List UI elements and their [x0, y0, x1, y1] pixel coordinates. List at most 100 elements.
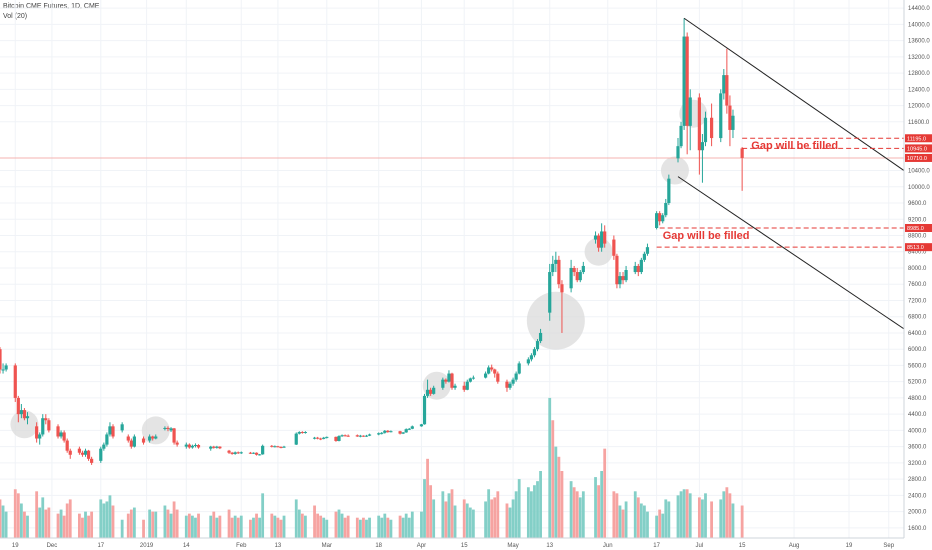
volume-bar [102, 503, 106, 538]
candle-body [444, 379, 448, 382]
chart-title: Bitcoin CME Futures, 1D, CME [3, 3, 100, 10]
volume-bar [120, 519, 124, 538]
candle-body [175, 442, 179, 445]
volume-bar [334, 511, 338, 538]
candle-body [297, 432, 301, 434]
volume-bar [740, 505, 744, 538]
candle-body [404, 429, 408, 433]
volume-bar [187, 513, 191, 538]
volume-bar [151, 511, 155, 538]
volume-bar [471, 509, 475, 538]
volume-bar [132, 507, 136, 538]
candle-body [465, 381, 469, 390]
x-tick-label: 19 [12, 543, 19, 549]
y-tick-label: 8000.0 [908, 266, 927, 272]
candle-body [514, 373, 518, 380]
candle-body [453, 385, 457, 388]
candle-body [13, 365, 17, 398]
candle-body [676, 146, 680, 159]
volume-bar [273, 515, 277, 538]
volume-bar [612, 491, 616, 538]
gap-annotation: Gap will be filled [663, 230, 750, 242]
volume-bar [658, 509, 662, 538]
volume-bar [508, 507, 512, 538]
x-tick-label: Feb [236, 543, 247, 549]
volume-bar [621, 509, 625, 538]
candle-body [282, 446, 286, 448]
volume-bar [407, 517, 411, 538]
candle-body [468, 378, 472, 382]
volume-bar [358, 519, 362, 538]
y-tick-label: 4800.0 [908, 396, 927, 402]
volume-bar [65, 503, 69, 538]
candle-body [340, 435, 344, 437]
volume-bar [111, 505, 115, 538]
x-tick-label: 15 [739, 543, 746, 549]
candle-body [68, 450, 72, 455]
candle-body [471, 377, 475, 379]
x-tick-label: Jul [696, 543, 704, 549]
candle-body [154, 436, 158, 439]
price-tag-label: 10710.0 [907, 156, 927, 162]
volume-bar [468, 507, 472, 538]
x-tick-label: Sep [883, 543, 894, 549]
volume-bar [279, 519, 283, 538]
candle-body [679, 125, 683, 147]
y-tick-label: 5600.0 [908, 363, 927, 369]
candle-body [105, 434, 109, 445]
candle-body [493, 369, 497, 374]
volume-bar [47, 507, 51, 538]
candle-body [517, 363, 521, 374]
candle-body [111, 426, 115, 437]
candle-body [410, 426, 414, 429]
candle-body [361, 435, 366, 437]
volume-bar [154, 511, 158, 538]
volume-bar [23, 511, 26, 538]
volume-bar [603, 448, 607, 538]
volume-bar [0, 499, 2, 538]
volume-bar [679, 491, 683, 538]
trendline [677, 176, 905, 330]
candle-body [685, 36, 689, 126]
volume-bar [453, 505, 457, 538]
candle-body [163, 427, 167, 429]
volume-bar [615, 493, 619, 538]
volume-bar [554, 446, 558, 538]
highlight-circle [584, 237, 613, 266]
candle-body [99, 448, 103, 461]
candle-body [581, 265, 585, 273]
volume-bar [655, 515, 659, 538]
volume-bar [636, 497, 640, 538]
volume-bar [465, 503, 469, 538]
candle-body [251, 452, 256, 454]
candle-body [380, 432, 384, 434]
candle-body [532, 349, 537, 356]
candle-body [487, 367, 491, 374]
volume-bar [239, 515, 243, 538]
candle-body [526, 359, 530, 364]
candle-body [120, 424, 124, 431]
volume-bar [710, 501, 713, 538]
volume-bar [514, 491, 518, 538]
volume-bar [325, 519, 329, 538]
candle-body [441, 379, 445, 388]
volume-bar [68, 499, 72, 538]
candle-body [728, 105, 732, 130]
y-tick-label: 14000.0 [908, 22, 930, 28]
volume-bar [551, 420, 555, 538]
candle-body [621, 276, 625, 281]
candle-body [703, 117, 708, 143]
candle-body [389, 431, 393, 433]
volume-bar [487, 489, 491, 538]
price-tag [905, 134, 932, 143]
candle-body [1, 369, 5, 371]
volume-bar [505, 503, 509, 538]
candle-body [319, 438, 323, 440]
candle-body [496, 373, 500, 382]
volume-bar [575, 491, 579, 538]
volume-bar [249, 519, 252, 538]
candle-body [193, 445, 198, 447]
volume-bar [725, 487, 729, 538]
volume-bar [297, 509, 301, 538]
